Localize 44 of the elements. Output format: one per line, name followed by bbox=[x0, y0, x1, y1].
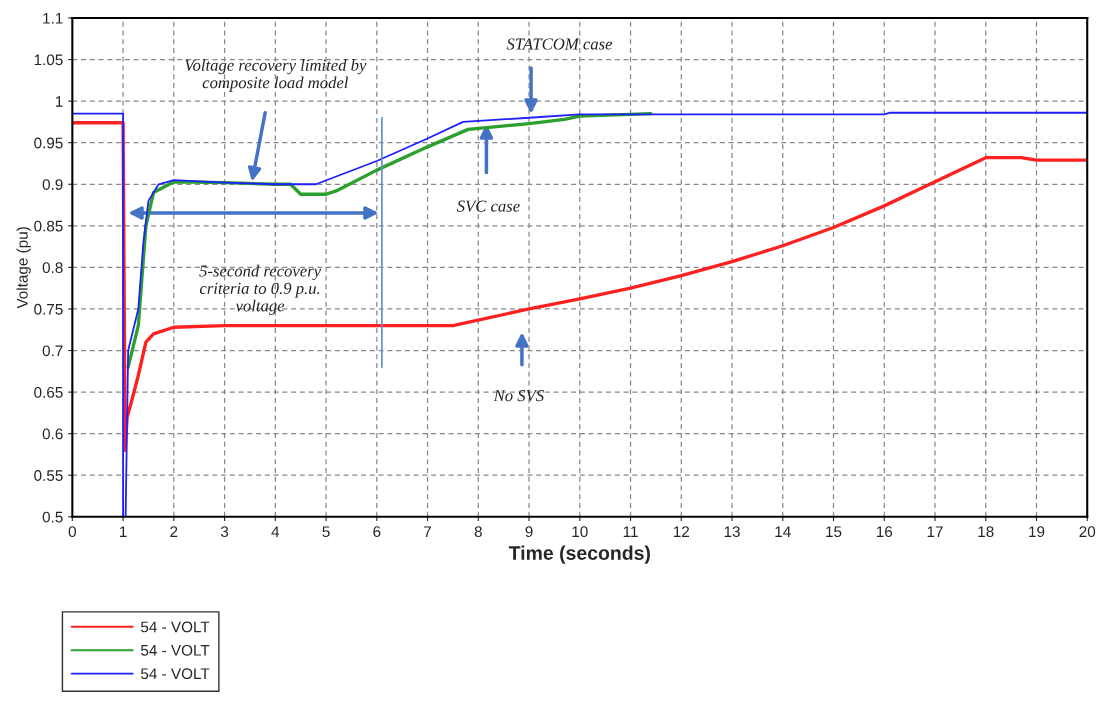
legend-label: 54 - VOLT bbox=[140, 668, 210, 680]
x-tick-label: 19 bbox=[1029, 526, 1045, 538]
annotation: STATCOM case bbox=[506, 38, 613, 50]
x-tick-label: 4 bbox=[271, 526, 280, 537]
x-tick-label: 1 bbox=[120, 526, 127, 537]
annotation: No SVS bbox=[493, 390, 544, 402]
y-tick-label: 0.75 bbox=[34, 303, 63, 315]
y-tick-label: 0.85 bbox=[34, 220, 63, 232]
x-tick-label: 9 bbox=[525, 526, 533, 538]
x-tick-label: 14 bbox=[775, 526, 791, 537]
x-tick-label: 8 bbox=[474, 526, 482, 538]
y-tick-label: 0.65 bbox=[34, 386, 63, 398]
annotation: 5-second recovery criteria to 0.9 p.u. voltage bbox=[199, 264, 322, 315]
y-axis-title: Voltage (pu) bbox=[16, 227, 31, 309]
x-tick-label: 15 bbox=[826, 526, 842, 538]
x-tick-label: 20 bbox=[1079, 526, 1096, 538]
x-tick-label: 10 bbox=[572, 526, 588, 538]
x-tick-label: 17 bbox=[927, 526, 943, 537]
y-tick-label: 1 bbox=[55, 96, 63, 107]
x-tick-label: 2 bbox=[170, 526, 178, 537]
y-tick-label: 0.9 bbox=[42, 179, 63, 190]
x-tick-label: 7 bbox=[424, 526, 432, 537]
x-tick-label: 0 bbox=[68, 526, 76, 538]
y-tick-label: 0.8 bbox=[42, 262, 63, 274]
y-tick-label: 0.7 bbox=[42, 345, 63, 357]
y-tick-label: 0.95 bbox=[34, 137, 63, 149]
x-tick-label: 16 bbox=[876, 526, 893, 538]
x-tick-label: 18 bbox=[978, 526, 994, 538]
x-tick-label: 6 bbox=[373, 526, 381, 538]
x-tick-label: 13 bbox=[724, 526, 740, 538]
y-tick-label: 0.6 bbox=[42, 428, 63, 440]
x-tick-label: 12 bbox=[673, 526, 689, 537]
x-tick-label: 5 bbox=[322, 526, 330, 538]
x-tick-label: 11 bbox=[623, 526, 638, 537]
y-tick-label: 1.05 bbox=[34, 54, 63, 66]
y-tick-label: 0.55 bbox=[34, 470, 63, 481]
legend-label: 54 - VOLT bbox=[140, 644, 210, 656]
y-tick-label: 0.5 bbox=[42, 511, 63, 523]
annotation: Voltage recovery limited by composite load model bbox=[185, 59, 367, 92]
x-tick-label: 3 bbox=[220, 526, 229, 538]
x-axis-title: Time (seconds) bbox=[508, 545, 650, 564]
y-tick-label: 1.1 bbox=[43, 13, 63, 24]
legend-label: 54 - VOLT bbox=[140, 621, 210, 633]
annotation: SVC case bbox=[456, 200, 520, 212]
